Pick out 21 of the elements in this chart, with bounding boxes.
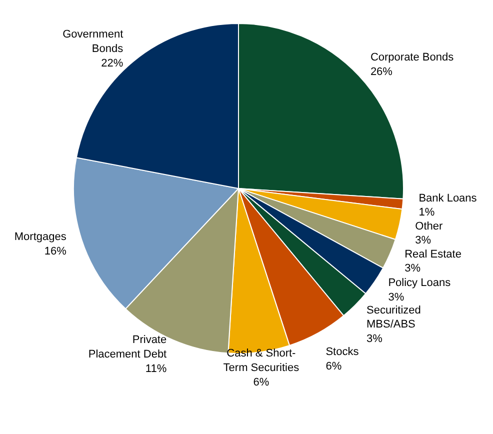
data-label: 6% <box>253 376 270 388</box>
data-label: 3% <box>366 333 383 346</box>
slice-label: Corporate Bonds <box>370 51 454 64</box>
data-label: 3% <box>388 291 404 304</box>
data-label: 1% <box>418 206 435 219</box>
slice-label: Securitized MBS/ABS <box>366 304 421 331</box>
slice-label: Government Bonds <box>62 28 124 56</box>
slice-label: Policy Loans <box>388 277 452 290</box>
data-label: 11% <box>145 363 167 376</box>
slice-label: Real Estate <box>404 248 462 260</box>
data-label: 22% <box>101 57 124 70</box>
slice-label: Other <box>415 220 443 232</box>
slice-label: Stocks <box>326 346 360 358</box>
slice-label: Bank Loans <box>418 192 478 204</box>
data-label: 16% <box>44 246 67 258</box>
data-label: 26% <box>370 66 393 78</box>
data-label: 3% <box>404 262 421 275</box>
data-label: 6% <box>326 360 342 372</box>
data-label: 3% <box>415 234 432 247</box>
slice-label: Private Placement Debt <box>88 334 167 361</box>
slice-label: Mortgages <box>14 231 67 244</box>
